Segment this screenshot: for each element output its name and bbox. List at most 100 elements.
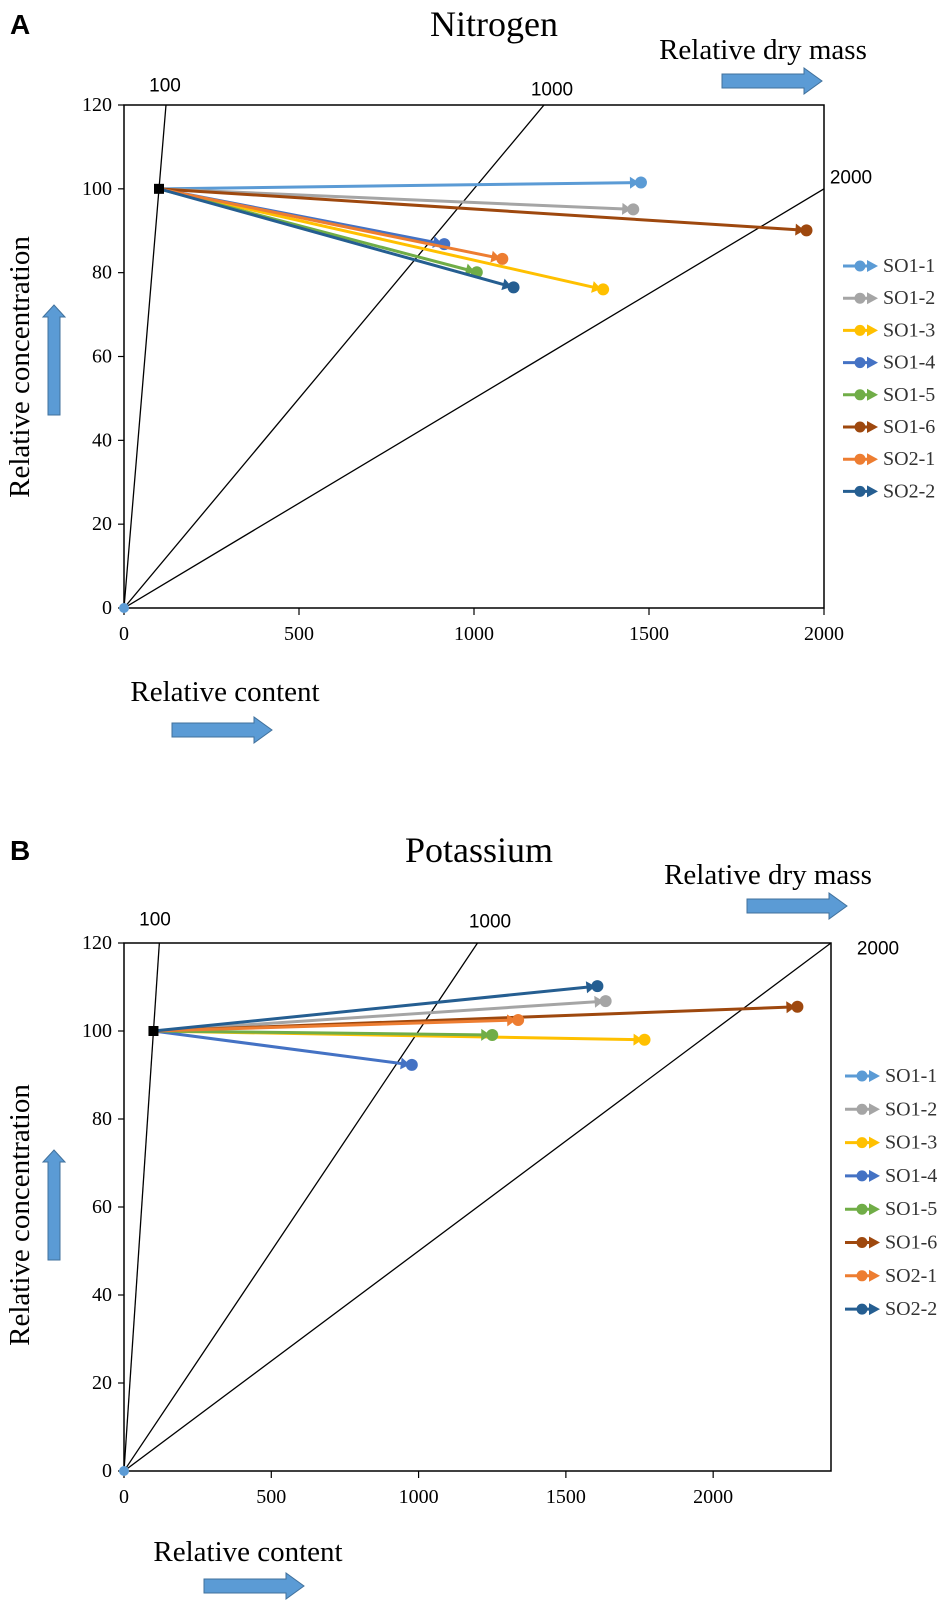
legend-arrow-icon [867,485,878,498]
series-line [158,187,503,261]
series-arrowhead-icon [585,981,596,994]
y-tick-label: 20 [92,1372,112,1394]
legend-marker-icon [856,1203,868,1215]
series-arrowhead-icon [594,995,604,1008]
y-tick-label: 20 [92,513,112,535]
isoline-label: 1000 [469,912,511,933]
legend-arrow-icon [869,1236,880,1249]
legend-label: SO1-5 [883,384,935,406]
y-tick-label: 100 [82,178,112,200]
legend-label: SO1-2 [885,1098,937,1120]
legend-marker-icon [856,1303,868,1315]
y-tick-label: 80 [92,262,112,284]
series-line [153,1029,493,1037]
series-end-point [599,995,612,1008]
y-tick-label: 40 [92,1284,112,1306]
legend-arrow-icon [869,1136,880,1149]
series-so1-6 [153,1000,804,1033]
series-end-point [800,224,813,237]
x-tick-label: 500 [256,1486,286,1508]
dry-mass-arrow-icon [721,67,823,95]
legend-arrow-icon [867,421,878,433]
legend-marker-icon [856,1170,868,1182]
series-line [158,187,514,289]
series-end-point [496,252,509,265]
series-line [153,984,598,1033]
series-arrowhead-icon [795,223,805,236]
chart-title: Nitrogen [430,4,558,44]
legend-item: SO1-6 [845,1232,937,1254]
legend-marker-icon [854,453,866,465]
legend: SO1-1 SO1-2 SO1-3 SO1-4 SO1-5 SO1-6 SO2-1 SO2-2 [843,255,935,502]
isoline-label: 100 [139,910,171,931]
series-end-point [634,176,647,189]
series-so2-2 [158,187,520,294]
series-line [158,181,641,191]
series-end-point [507,281,520,294]
isoline-2000 [124,188,824,608]
chart-panel-a: A Nitrogen Relative dry mass 0 20 40 60 80 100 12… [4,4,935,744]
legend: SO1-1 SO1-2 SO1-3 SO1-4 SO1-5 SO1-6 SO2-1 SO2-2 [845,1065,937,1320]
y-tick-label: 60 [92,1196,112,1218]
x-tick-label: 2000 [693,1486,733,1508]
isoline-label: 100 [149,76,181,97]
series-arrowhead-icon [481,1028,491,1041]
legend-marker-icon [854,260,866,272]
series-arrowhead-icon [490,250,501,263]
series-end-point [512,1014,525,1026]
legend-label: SO2-1 [885,1265,937,1287]
series-arrowhead-icon [786,1001,796,1014]
legend-item: SO2-2 [845,1298,937,1320]
series-end-point [627,203,640,216]
legend-marker-icon [856,1137,868,1149]
y-axis-arrow-icon [41,304,67,416]
series-arrowhead-icon [622,202,632,215]
y-axis-label: Relative concentration [4,236,36,498]
x-tick-label: 2000 [804,623,844,645]
legend-marker-icon [854,485,866,497]
legend-arrow-icon [869,1303,880,1316]
series-end-point [591,980,604,993]
series-so1-6 [158,187,813,237]
series-end-point [597,283,610,296]
series-line [153,1029,413,1067]
legend-label: SO2-2 [883,480,935,502]
legend-item: SO1-2 [843,287,935,309]
legend-arrow-icon [867,292,878,305]
x-axis-arrow-icon [171,716,273,744]
series-arrowhead-icon [633,1033,643,1046]
series-so1-4 [153,1029,418,1071]
legend-arrow-icon [867,260,878,272]
legend-label: SO1-1 [883,255,935,277]
legend-label: SO2-2 [885,1298,937,1320]
series-so1-2 [158,187,640,216]
x-tick-label: 1000 [454,623,494,645]
start-point-marker [154,183,164,194]
legend-item: SO1-1 [845,1065,937,1087]
panel-label: A [10,9,30,40]
legend-label: SO1-6 [883,416,935,438]
series-so1-3 [158,187,610,296]
legend-arrow-icon [867,356,878,369]
legend-arrow-icon [869,1070,880,1082]
x-tick-label: 0 [119,1486,129,1508]
series-so2-2 [153,980,604,1033]
x-tick-label: 1000 [399,1486,439,1508]
series-end-point [638,1033,651,1046]
legend-arrow-icon [869,1203,880,1216]
y-tick-label: 100 [82,1020,112,1042]
chart-panel-b: B Potassium Relative dry mass 0 20 40 60 80 100 1… [4,830,937,1600]
legend-item: SO1-5 [843,384,935,406]
isoline-label: 2000 [857,939,899,960]
series-arrowhead-icon [400,1057,410,1070]
isoline-2000 [124,943,831,1471]
series-line [153,999,606,1033]
legend-item: SO1-3 [843,319,935,341]
isoline-100 [124,105,167,608]
plot-area [123,104,825,609]
legend-marker-icon [856,1070,868,1082]
legend-marker-icon [854,324,866,336]
series-so1-2 [153,995,612,1033]
